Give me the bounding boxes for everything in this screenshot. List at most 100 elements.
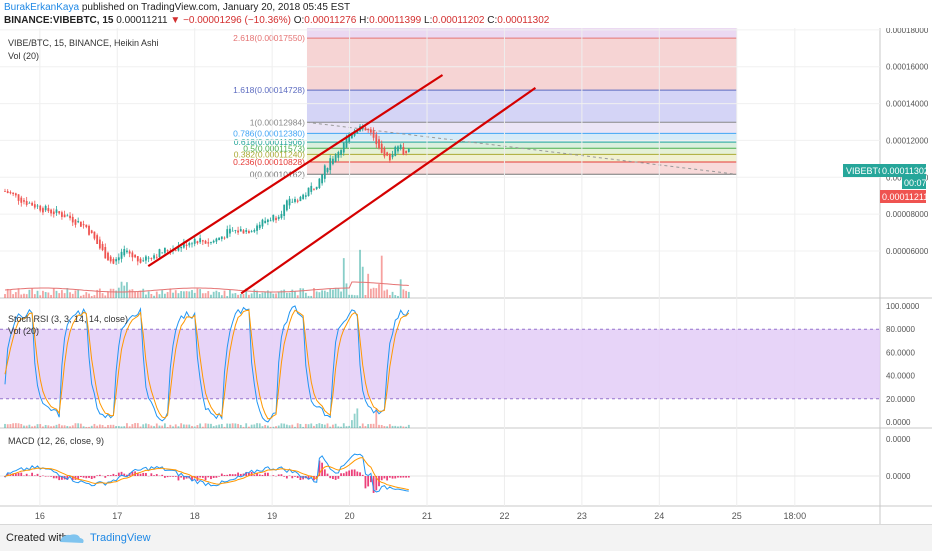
macd-histogram-bar xyxy=(365,476,367,488)
volume-bar xyxy=(172,293,174,298)
volume-bar xyxy=(142,289,144,298)
candle-body xyxy=(167,250,169,251)
legend-macd: MACD (12, 26, close, 9) xyxy=(8,436,104,446)
macd-histogram-bar xyxy=(45,476,47,477)
candle-body xyxy=(327,168,329,172)
stoch-volume-bar xyxy=(45,425,47,428)
macd-histogram-bar xyxy=(237,473,239,476)
candle-body xyxy=(367,129,369,130)
stoch-volume-bar xyxy=(188,425,190,428)
candle-body xyxy=(294,199,296,202)
candle-body xyxy=(389,154,391,160)
macd-tick-label: 0.0000 xyxy=(886,472,911,481)
volume-bar xyxy=(226,296,228,298)
candle-body xyxy=(129,251,131,253)
macd-histogram-bar xyxy=(346,472,348,476)
candle-body xyxy=(335,154,337,161)
candle-body xyxy=(400,145,402,149)
volume-bar xyxy=(91,296,93,298)
ohlc-o-value: 0.00011276 xyxy=(304,15,356,26)
candle-body xyxy=(137,256,139,261)
stoch-volume-bar xyxy=(362,423,364,428)
candle-body xyxy=(240,229,242,231)
macd-histogram-bar xyxy=(26,474,28,476)
candle-body xyxy=(267,220,269,222)
stoch-volume-bar xyxy=(297,423,299,428)
stoch-volume-bar xyxy=(129,426,131,428)
macd-histogram-bar xyxy=(329,476,331,478)
stoch-volume-bar xyxy=(28,425,30,428)
stoch-rsi-pane[interactable] xyxy=(0,306,880,428)
stoch-volume-bar xyxy=(37,424,39,428)
candle-body xyxy=(148,258,150,259)
stoch-volume-bar xyxy=(80,424,82,428)
candle-body xyxy=(99,240,101,249)
volume-bar xyxy=(58,293,60,298)
volume-bar xyxy=(56,291,58,298)
macd-histogram-bar xyxy=(359,472,361,476)
macd-histogram-bar xyxy=(356,472,358,476)
candle-body xyxy=(397,146,399,151)
volume-bar xyxy=(354,295,356,298)
price-change: ▼ −0.00001296 (−10.36%) xyxy=(170,15,291,26)
stoch-volume-bar xyxy=(327,423,329,428)
stoch-volume-bar xyxy=(359,426,361,428)
volume-bar xyxy=(229,290,231,298)
volume-bar xyxy=(332,290,334,298)
volume-bars xyxy=(4,250,410,298)
legend-volume-2: Vol (20) xyxy=(8,326,39,336)
stoch-volume-bar xyxy=(99,425,101,428)
volume-bar xyxy=(278,292,280,298)
candle-body xyxy=(392,155,394,158)
x-tick-label: 17 xyxy=(112,511,122,521)
candle-body xyxy=(378,139,380,148)
stoch-volume-bar xyxy=(343,423,345,428)
macd-histogram-bar xyxy=(31,473,33,476)
stoch-volume-bar xyxy=(186,425,188,428)
stoch-volume-bar xyxy=(118,426,120,428)
price-tick-label: 0.00012000 xyxy=(886,136,929,145)
stoch-volume-bar xyxy=(131,424,133,428)
macd-histogram-bar xyxy=(340,473,342,476)
stoch-volume-bar xyxy=(156,424,158,428)
candle-body xyxy=(94,232,96,239)
macd-pane[interactable] xyxy=(0,454,880,493)
stoch-volume-bar xyxy=(183,424,185,428)
macd-histogram-bar xyxy=(351,470,353,476)
candle-body xyxy=(64,215,66,218)
volume-bar xyxy=(389,295,391,298)
candle-body xyxy=(272,215,274,221)
macd-histogram-bar xyxy=(118,473,120,476)
candle-body xyxy=(253,230,255,232)
candle-body xyxy=(262,220,264,227)
candle-body xyxy=(402,147,404,155)
volume-bar xyxy=(205,293,207,298)
volume-bar xyxy=(199,289,201,298)
ohlc-h-key: H: xyxy=(359,15,369,26)
author-link[interactable]: BurakErkanKaya xyxy=(4,2,79,13)
candle-body xyxy=(23,200,25,202)
volume-bar xyxy=(77,289,79,298)
chart-canvas[interactable]: 2.618(0.00017550)1.618(0.00014728)1(0.00… xyxy=(0,28,932,524)
last-price-badge: 0.00011211 xyxy=(880,190,928,203)
stoch-volume-bar xyxy=(75,423,77,428)
stoch-volume-bar xyxy=(175,424,177,428)
volume-bar xyxy=(232,294,234,298)
macd-histogram-bar xyxy=(232,474,234,476)
stoch-volume-bar xyxy=(373,424,375,428)
volume-bar xyxy=(316,291,318,298)
candle-body xyxy=(221,236,223,238)
macd-tick-label: 0.0000 xyxy=(886,435,911,444)
x-tick-label: 20 xyxy=(345,511,355,521)
candle-body xyxy=(69,216,71,218)
volume-bar xyxy=(262,293,264,298)
candle-body xyxy=(302,195,304,199)
macd-histogram-bar xyxy=(199,476,201,477)
stoch-volume-bar xyxy=(318,423,320,428)
stoch-volume-bar xyxy=(354,414,356,428)
stoch-volume-bar xyxy=(205,423,207,428)
tradingview-link[interactable]: TradingView xyxy=(90,532,151,544)
volume-bar xyxy=(150,294,152,298)
stoch-volume-bar xyxy=(164,423,166,428)
volume-bar xyxy=(161,290,163,298)
